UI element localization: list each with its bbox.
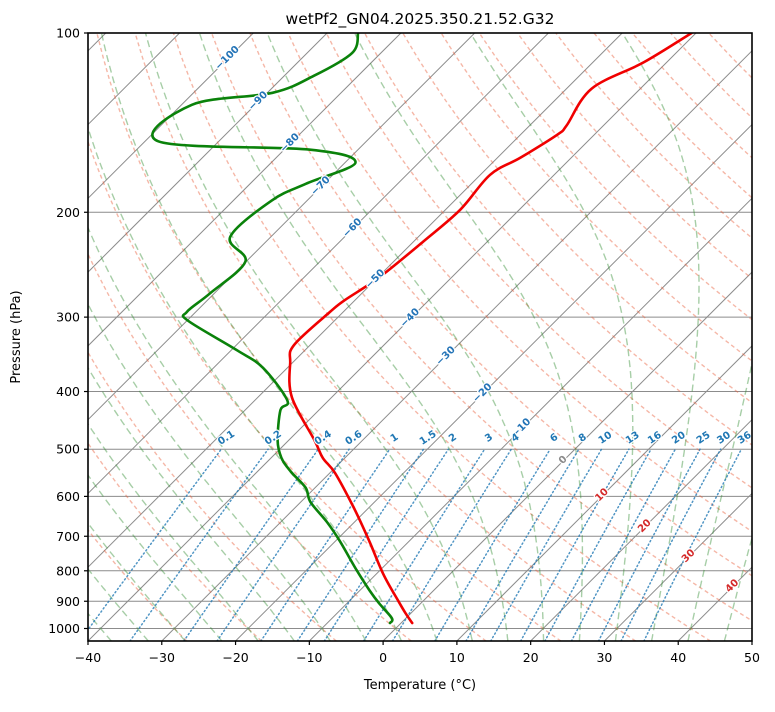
y-tick-label: 600	[56, 489, 80, 504]
mixing-ratio-label: 10	[597, 430, 615, 447]
y-tick-label: 700	[56, 529, 80, 544]
dry-adiabat-line	[365, 33, 775, 641]
x-tick-label: −30	[149, 650, 175, 665]
isotherm-line	[678, 33, 775, 641]
x-tick-label: 20	[523, 650, 539, 665]
x-tick-label: −10	[296, 650, 322, 665]
moist-adiabat-line	[0, 33, 222, 641]
moist-adiabat-line	[0, 33, 185, 641]
isotherm-line	[457, 33, 775, 641]
moist-adiabat-line	[200, 33, 508, 641]
temperature-curve	[289, 33, 691, 623]
moist-adiabat-line	[5, 33, 331, 641]
dry-adiabat-line	[632, 33, 775, 641]
dry-adiabat-line	[518, 33, 775, 641]
dry-adiabat-line	[709, 33, 775, 641]
isotherm-line	[0, 33, 475, 641]
x-tick-label: 10	[449, 650, 465, 665]
isotherm-line	[88, 33, 696, 641]
dry-adiabat-line	[0, 33, 262, 641]
mixing-ratio-label: 3	[483, 432, 495, 445]
mixing-ratio-label: 13	[624, 430, 642, 447]
grid-layer	[0, 33, 775, 641]
mixing-ratio-label: 0.6	[344, 429, 365, 448]
isotherm-line	[162, 33, 770, 641]
mixing-ratio-label: 30	[715, 430, 733, 447]
mixing-ratio-label: 25	[695, 430, 713, 447]
moist-adiabat-line	[0, 33, 258, 641]
x-axis-label: Temperature (°C)	[363, 678, 476, 693]
dewpoint-curve	[152, 33, 392, 623]
y-tick-label: 200	[56, 205, 80, 220]
mixing-ratio-label: 0.1	[216, 429, 237, 448]
mixing-ratio-line	[466, 449, 579, 641]
isotherm-line	[0, 33, 327, 641]
mixing-ratio-label: 1	[389, 432, 401, 445]
y-tick-label: 800	[56, 563, 80, 578]
isotherm-line	[0, 33, 180, 641]
mixing-ratio-label: 16	[646, 430, 664, 447]
mixing-ratio-line	[435, 449, 550, 641]
mixing-ratio-line	[364, 449, 485, 641]
y-tick-label: 500	[56, 442, 80, 457]
x-tick-label: −20	[222, 650, 248, 665]
x-tick-label: 30	[596, 650, 612, 665]
moist-adiabat-line	[267, 33, 543, 641]
x-tick-label: −40	[75, 650, 101, 665]
mixing-ratio-label: 2	[447, 432, 459, 445]
isotherm-line	[0, 33, 401, 641]
mixing-ratio-line	[571, 449, 675, 641]
dry-adiabat-line	[556, 33, 775, 641]
moist-adiabat-line	[470, 33, 633, 641]
mixing-ratio-line	[130, 449, 268, 641]
mixing-ratio-line	[621, 449, 721, 641]
y-tick-label: 1000	[48, 621, 80, 636]
isotherm-line	[236, 33, 775, 641]
y-tick-label: 300	[56, 310, 80, 325]
moist-adiabat-line	[65, 33, 402, 641]
moist-adiabat-line	[688, 33, 775, 641]
dry-adiabat-line	[326, 33, 775, 641]
y-tick-label: 900	[56, 594, 80, 609]
moist-adiabat-line	[33, 33, 366, 641]
moist-adiabat-line	[102, 33, 437, 641]
x-tick-label: 40	[670, 650, 686, 665]
y-axis-label: Pressure (hPa)	[9, 290, 24, 383]
dry-adiabat-line	[0, 33, 336, 641]
dry-adiabat-line	[135, 33, 636, 641]
moist-adiabat-line	[724, 33, 775, 641]
mixing-ratio-label: 0.2	[263, 429, 284, 448]
chart-title: wetPf2_GN04.2025.350.21.52.G32	[286, 10, 555, 29]
dry-adiabat-line	[59, 33, 486, 641]
mixing-ratio-label: 8	[577, 432, 589, 445]
y-tick-label: 100	[56, 26, 80, 41]
y-tick-label: 400	[56, 384, 80, 399]
x-tick-label: 50	[744, 650, 760, 665]
isotherm-line	[752, 33, 775, 641]
dry-adiabat-line	[479, 33, 775, 641]
x-tick-label: 0	[379, 650, 387, 665]
